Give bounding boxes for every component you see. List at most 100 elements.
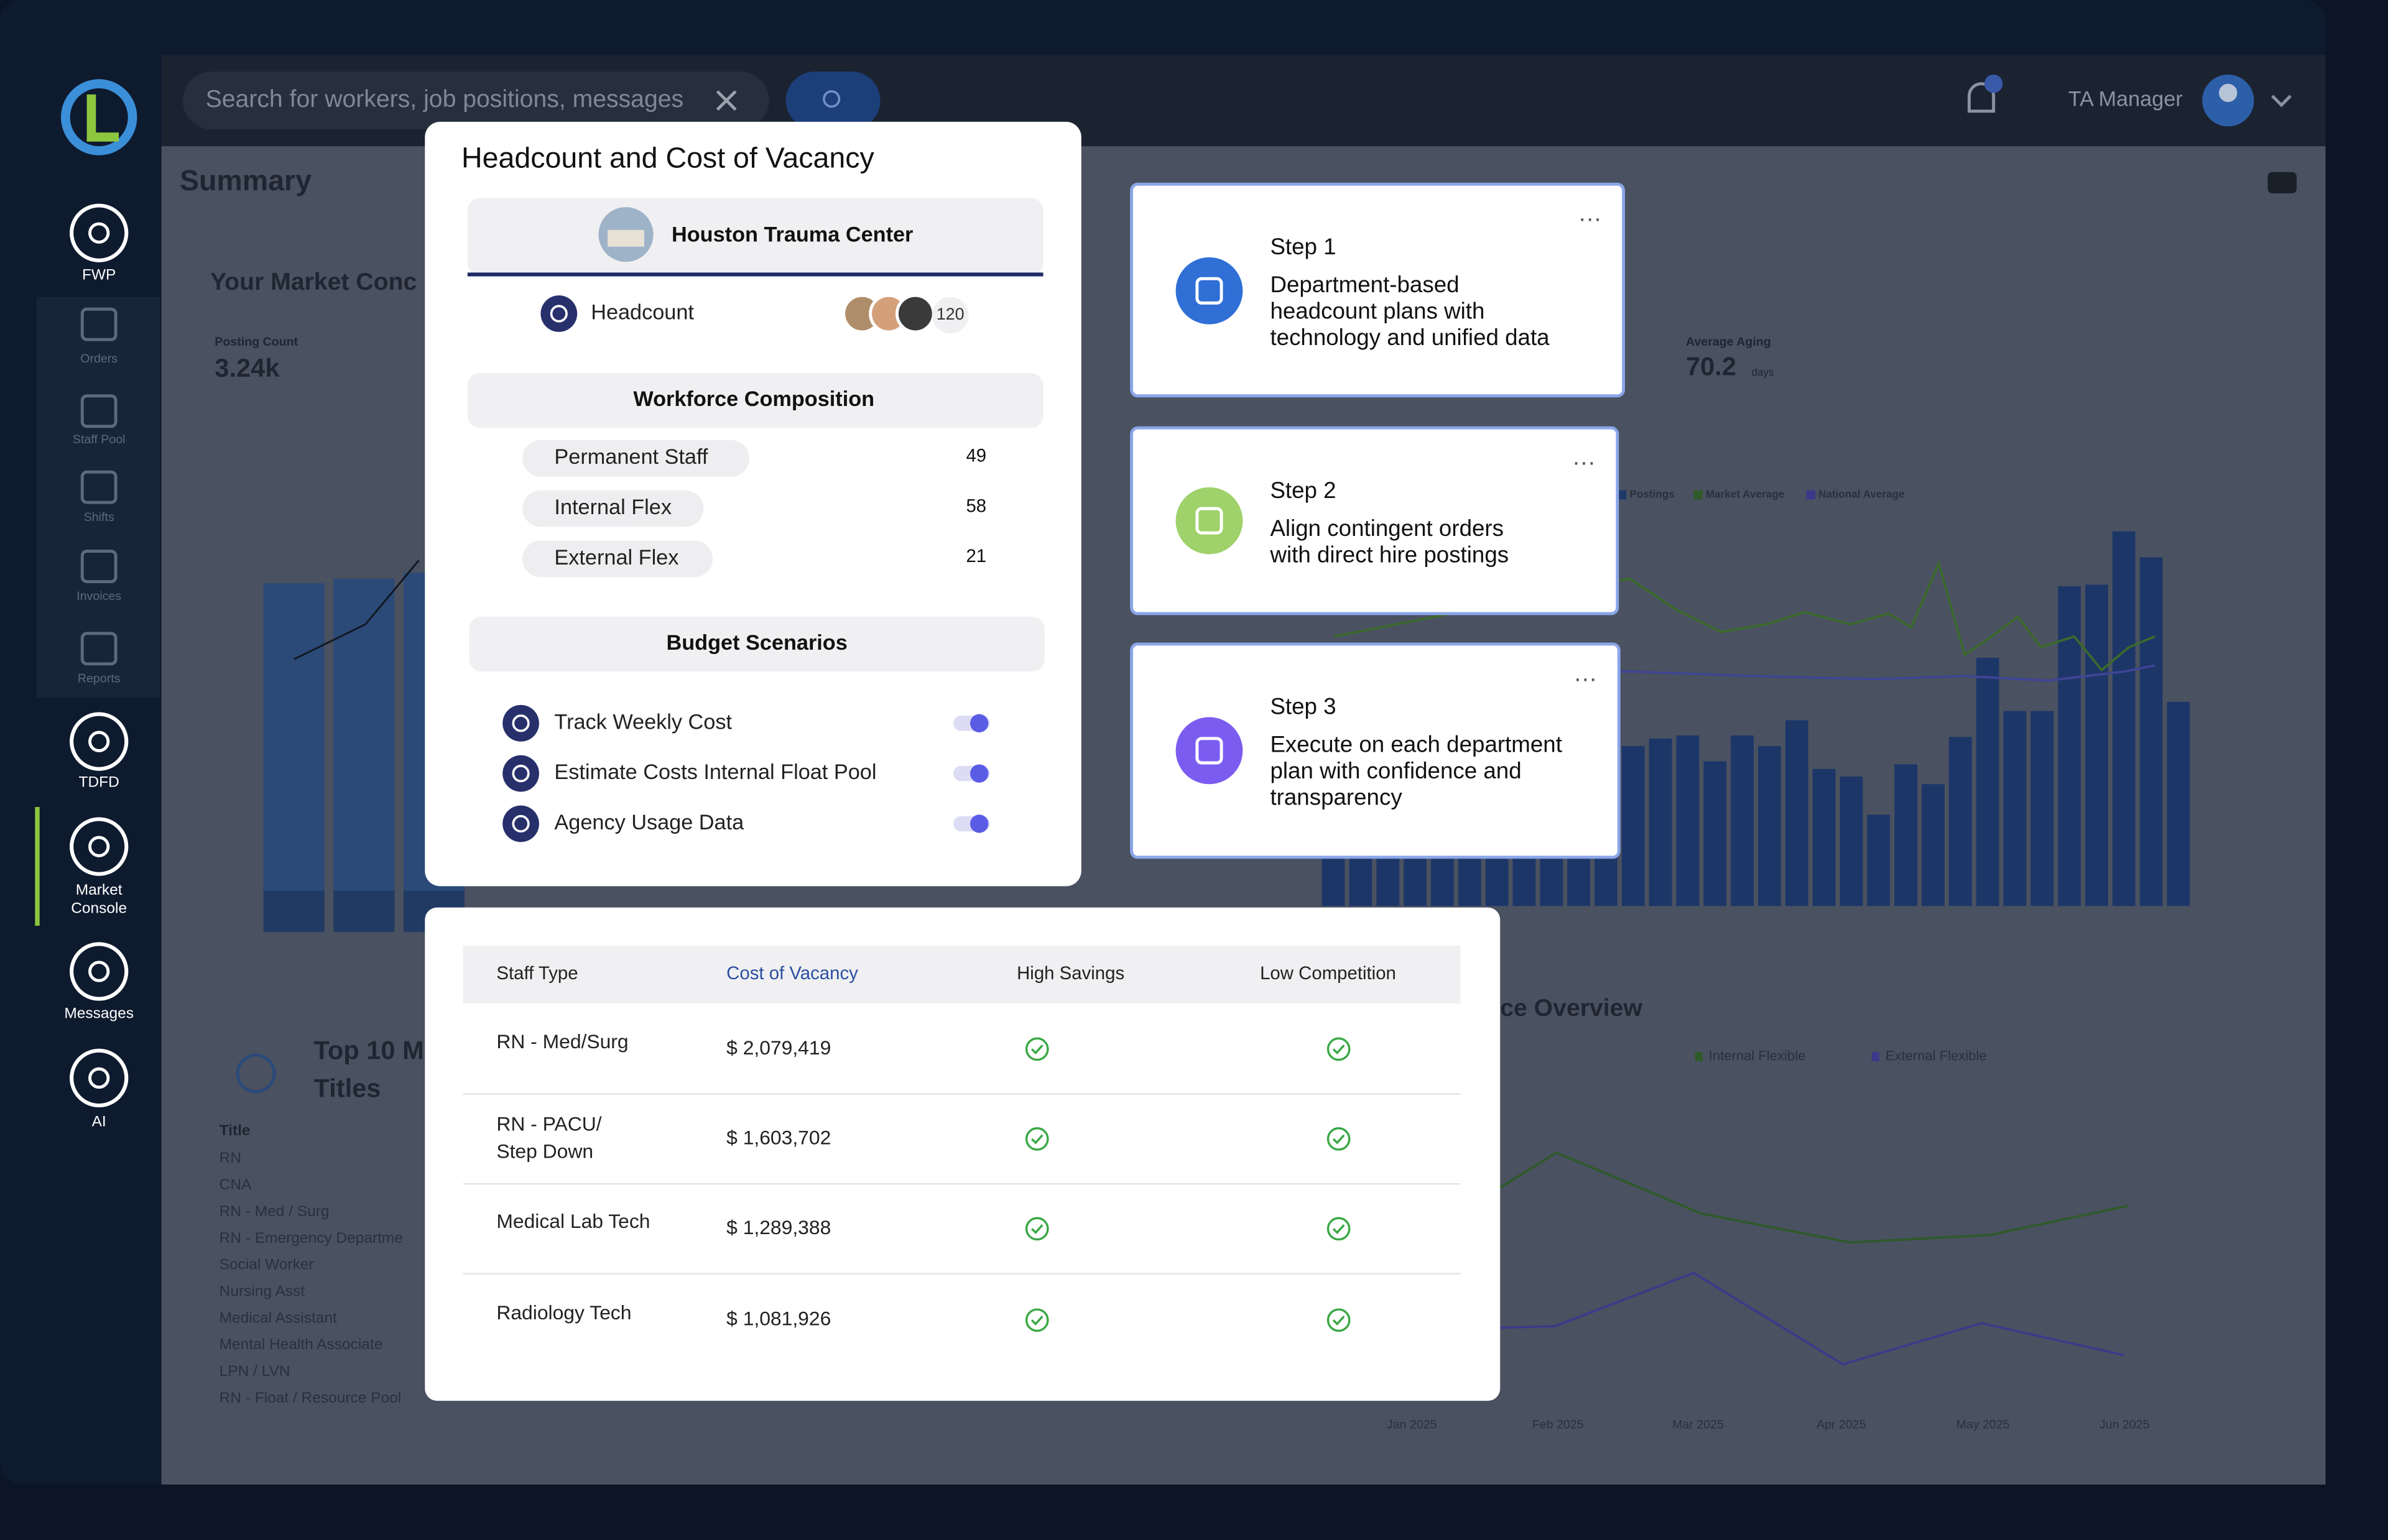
nav-glyph [88, 836, 110, 857]
toggle-knob[interactable] [970, 764, 989, 783]
background-bar [1922, 784, 1945, 906]
print-icon[interactable] [2267, 172, 2297, 194]
nav-label: Staff Pool [73, 433, 126, 446]
avatar-count-bg [932, 297, 969, 334]
nav-icon[interactable] [80, 550, 118, 583]
legend-label: Market Average [1706, 487, 1784, 500]
search-button[interactable] [785, 71, 881, 130]
nav-glyph [88, 222, 110, 244]
step-text: headcount plans with [1270, 298, 1484, 323]
check-icon [1326, 1127, 1351, 1151]
card-title: Headcount and Cost of Vacancy [461, 141, 874, 173]
background-bar [1894, 764, 1918, 906]
staff-type: Radiology Tech [496, 1301, 631, 1324]
nav-icon[interactable] [80, 632, 118, 666]
search-box[interactable] [182, 71, 769, 130]
background-bar [1731, 735, 1754, 906]
background-bar [1840, 777, 1863, 906]
titles-heading: Titles [313, 1074, 381, 1103]
step-label: Step 1 [1270, 234, 1336, 259]
background-bar [2167, 702, 2190, 906]
check-icon [1025, 1037, 1049, 1061]
user-chevron[interactable] [2271, 95, 2292, 108]
nav-icon[interactable] [80, 470, 118, 504]
nav-icon[interactable] [80, 307, 118, 341]
kpi-label: Average Aging [1686, 335, 1771, 349]
nav-icon[interactable] [70, 817, 129, 876]
composition-name: Permanent Staff [554, 445, 708, 469]
check-tick [1030, 1316, 1044, 1326]
background-bar [1812, 768, 1836, 906]
titles-item: RN - Float / Resource Pool [220, 1390, 402, 1406]
headcount-label: Headcount [591, 301, 694, 325]
background-line [1333, 560, 2156, 672]
background-bar [2003, 711, 2027, 906]
toggle-knob[interactable] [970, 814, 989, 833]
titles-item: RN - Emergency Departme [220, 1230, 403, 1247]
bell[interactable] [1968, 82, 1996, 113]
step-text: Department-based [1270, 272, 1459, 297]
step-text: transparency [1270, 784, 1402, 809]
titles-item: CNA [220, 1176, 252, 1193]
budget-icon [502, 704, 539, 742]
step-menu[interactable]: … [1571, 444, 1596, 471]
toggle-knob[interactable] [970, 714, 989, 733]
step-menu[interactable]: … [1573, 660, 1598, 686]
kpi-value: 3.24k [215, 353, 280, 382]
cost: $ 1,603,702 [726, 1126, 831, 1148]
background-bar [263, 583, 325, 932]
nav-icon[interactable] [80, 394, 118, 428]
check-icon [1326, 1308, 1351, 1332]
section-title: Budget Scenarios [666, 631, 847, 655]
month-label: Feb 2025 [1532, 1418, 1584, 1432]
check-tick [1332, 1316, 1345, 1326]
check-tick [1332, 1134, 1345, 1145]
legend-swatch [1695, 1052, 1703, 1062]
titles-item: Mental Health Associate [220, 1336, 383, 1353]
row-divider [463, 1183, 1461, 1185]
nav-label: AI [92, 1113, 106, 1130]
composition-count: 21 [966, 546, 986, 566]
step-icon [1175, 257, 1243, 325]
nav-label: FWP [82, 267, 116, 284]
search-clear[interactable] [716, 90, 737, 111]
background-line [1334, 664, 2155, 682]
nav-icon[interactable] [70, 942, 129, 1001]
legend-label: Internal Flexible [1709, 1048, 1806, 1063]
titles-item: Nursing Asst [220, 1283, 305, 1300]
search-placeholder: Search for workers, job positions, messa… [206, 86, 684, 113]
nav-glyph [88, 1067, 110, 1089]
legend-swatch [1693, 490, 1703, 500]
overview-title: ce Overview [1500, 995, 1642, 1021]
background-bar [1703, 761, 1727, 906]
section-title: Your Market Conc [210, 269, 417, 295]
column-header: High Savings [1017, 963, 1124, 984]
background-bar [1785, 720, 1808, 906]
logo [60, 79, 137, 155]
background-bar [1976, 658, 1999, 906]
step-text: technology and unified data [1270, 325, 1550, 350]
budget-icon [502, 755, 539, 792]
nav-icon[interactable] [70, 712, 129, 771]
check-tick [1030, 1044, 1044, 1055]
step-menu[interactable]: … [1578, 200, 1602, 227]
nav-icon[interactable] [70, 203, 129, 262]
step-text: plan with confidence and [1270, 758, 1521, 783]
step-icon [1175, 717, 1243, 785]
background-bar [2058, 586, 2081, 906]
composition-name: Internal Flex [554, 496, 672, 519]
nav-label: Shifts [84, 510, 114, 524]
facility-underline [467, 272, 1044, 277]
kpi-unit: days [1751, 366, 1774, 379]
step-label: Step 3 [1270, 694, 1336, 719]
background-bar [1676, 735, 1700, 906]
nav-glyph [88, 961, 110, 982]
background-bar [1621, 746, 1645, 906]
nav-icon[interactable] [70, 1048, 129, 1108]
budget-item: Agency Usage Data [554, 811, 744, 834]
legend-swatch [1617, 490, 1627, 500]
month-label: Apr 2025 [1816, 1418, 1866, 1432]
nav-label: Market [76, 882, 123, 898]
